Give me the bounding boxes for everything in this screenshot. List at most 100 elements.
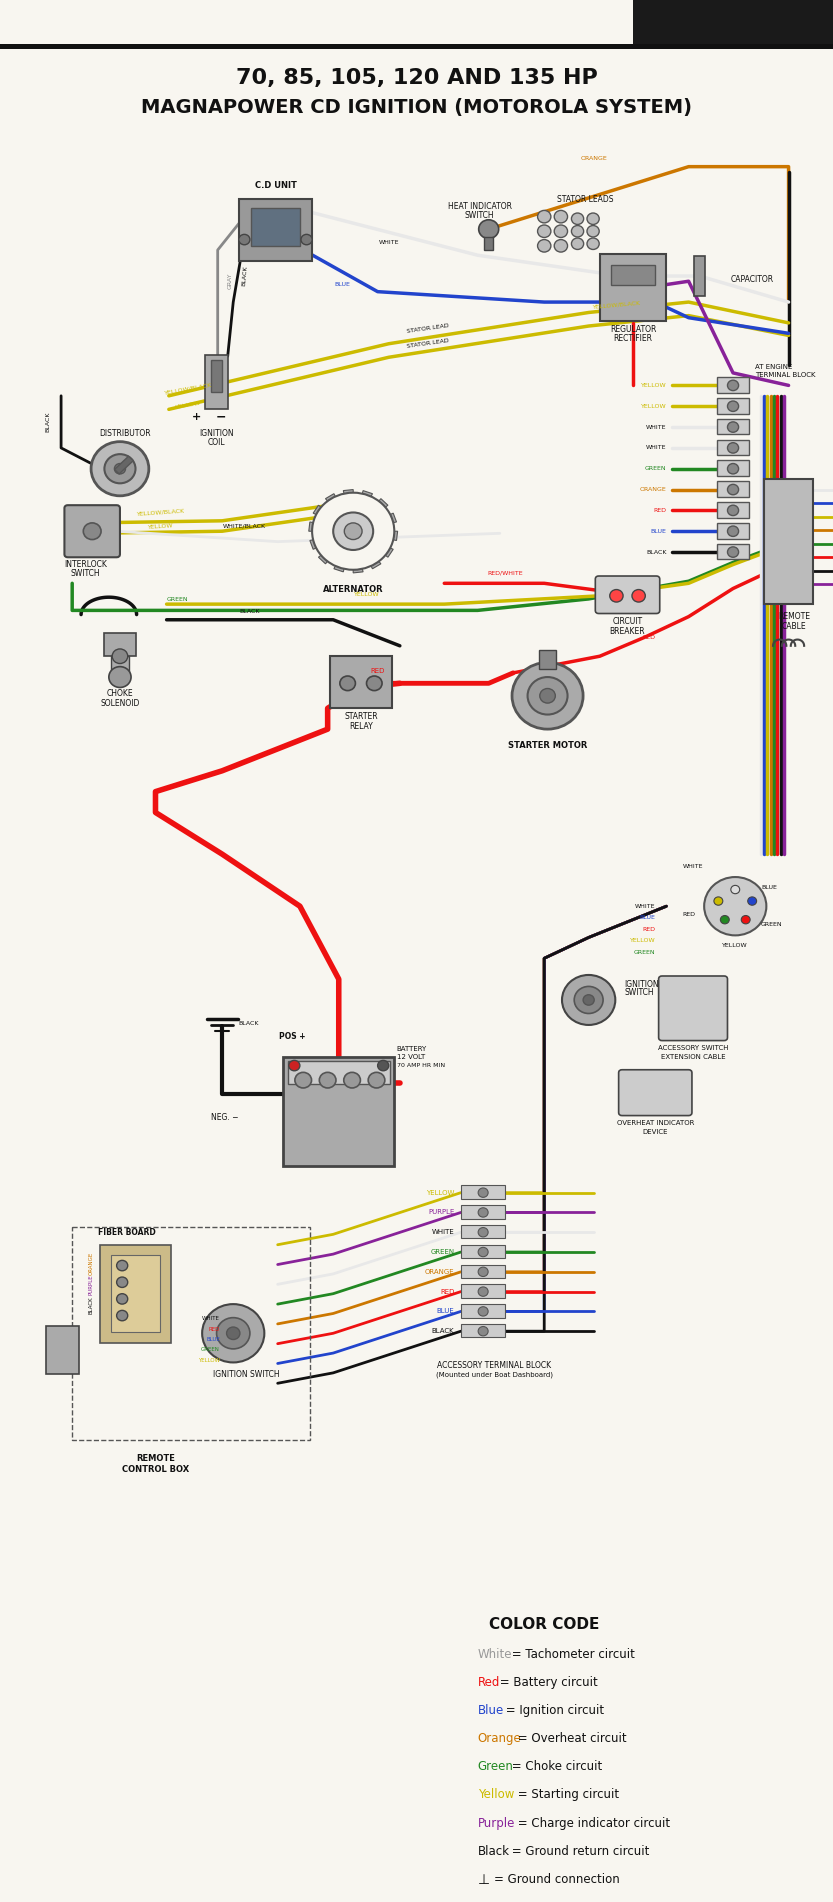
Text: 70 AMP HR MIN: 70 AMP HR MIN bbox=[397, 1063, 445, 1069]
Polygon shape bbox=[313, 506, 321, 515]
Text: IGNITION: IGNITION bbox=[624, 980, 659, 989]
Text: EXTENSION CABLE: EXTENSION CABLE bbox=[661, 1054, 726, 1059]
FancyBboxPatch shape bbox=[100, 1244, 171, 1343]
Bar bbox=[251, 209, 300, 245]
Text: STARTER MOTOR: STARTER MOTOR bbox=[508, 742, 587, 749]
Text: Green: Green bbox=[477, 1761, 513, 1773]
Text: GREEN: GREEN bbox=[201, 1347, 220, 1352]
Text: RED: RED bbox=[440, 1290, 454, 1295]
Text: = Tachometer circuit: = Tachometer circuit bbox=[508, 1647, 635, 1660]
Polygon shape bbox=[334, 567, 344, 573]
Text: RED: RED bbox=[642, 926, 656, 932]
Text: RED: RED bbox=[208, 1326, 220, 1331]
Text: WHITE: WHITE bbox=[378, 240, 399, 245]
Text: AT ENGINE: AT ENGINE bbox=[756, 363, 793, 369]
Text: YELLOW: YELLOW bbox=[354, 592, 379, 597]
Bar bbox=[717, 502, 749, 517]
Bar bbox=[717, 481, 749, 496]
Text: WHITE: WHITE bbox=[646, 424, 666, 430]
Text: = Ignition circuit: = Ignition circuit bbox=[502, 1704, 604, 1718]
Text: COLOR CODE: COLOR CODE bbox=[489, 1617, 600, 1632]
Text: BLUE: BLUE bbox=[651, 529, 666, 534]
Text: YELLOW: YELLOW bbox=[197, 1358, 220, 1364]
Bar bbox=[114, 456, 133, 474]
Circle shape bbox=[727, 548, 739, 557]
Circle shape bbox=[117, 1261, 127, 1271]
Circle shape bbox=[217, 1318, 250, 1349]
Bar bbox=[717, 398, 749, 413]
Circle shape bbox=[554, 211, 567, 223]
Text: ACCESSORY TERMINAL BLOCK: ACCESSORY TERMINAL BLOCK bbox=[437, 1362, 551, 1369]
Bar bbox=[611, 264, 656, 285]
Circle shape bbox=[83, 523, 101, 540]
Circle shape bbox=[478, 1227, 488, 1236]
FancyBboxPatch shape bbox=[46, 1326, 79, 1373]
Bar bbox=[211, 359, 222, 392]
Circle shape bbox=[537, 240, 551, 253]
Text: STATOR LEAD: STATOR LEAD bbox=[407, 339, 449, 350]
Circle shape bbox=[727, 401, 739, 411]
Bar bbox=[717, 544, 749, 559]
Bar bbox=[461, 1305, 506, 1318]
Text: WHITE: WHITE bbox=[635, 903, 656, 909]
Text: = Starting circuit: = Starting circuit bbox=[514, 1788, 620, 1801]
Text: WHITE: WHITE bbox=[431, 1229, 454, 1234]
Polygon shape bbox=[353, 569, 363, 573]
Circle shape bbox=[479, 221, 499, 238]
Circle shape bbox=[704, 877, 766, 936]
FancyBboxPatch shape bbox=[659, 976, 727, 1040]
Polygon shape bbox=[393, 531, 397, 540]
Text: Red: Red bbox=[477, 1676, 500, 1689]
Text: GREEN: GREEN bbox=[634, 949, 656, 955]
Bar bbox=[633, 0, 833, 44]
Text: RED: RED bbox=[642, 635, 656, 639]
Text: BATTERY: BATTERY bbox=[397, 1046, 426, 1052]
Circle shape bbox=[478, 1189, 488, 1198]
Polygon shape bbox=[343, 489, 353, 495]
Bar bbox=[717, 439, 749, 455]
Circle shape bbox=[239, 234, 250, 245]
Text: −: − bbox=[216, 411, 227, 422]
Circle shape bbox=[562, 976, 616, 1025]
Circle shape bbox=[112, 649, 127, 664]
Circle shape bbox=[727, 527, 739, 536]
Text: BLACK: BLACK bbox=[241, 266, 247, 287]
Text: RED: RED bbox=[371, 668, 385, 673]
Text: +: + bbox=[192, 411, 202, 422]
Text: YELLOW: YELLOW bbox=[722, 943, 748, 949]
Text: SWITCH: SWITCH bbox=[624, 989, 654, 997]
Text: HEAT INDICATOR: HEAT INDICATOR bbox=[448, 202, 511, 211]
Text: YELLOW/BLACK: YELLOW/BLACK bbox=[592, 301, 641, 310]
Text: WHITE: WHITE bbox=[646, 445, 666, 451]
Text: Orange: Orange bbox=[477, 1733, 521, 1746]
Circle shape bbox=[527, 677, 567, 715]
Circle shape bbox=[587, 238, 599, 249]
Circle shape bbox=[583, 995, 594, 1004]
Circle shape bbox=[632, 590, 646, 603]
Text: WHITE: WHITE bbox=[202, 1316, 220, 1322]
Text: Black: Black bbox=[477, 1845, 510, 1858]
Bar bbox=[104, 633, 136, 656]
Text: MAGNAPOWER CD IGNITION (MOTOROLA SYSTEM): MAGNAPOWER CD IGNITION (MOTOROLA SYSTEM) bbox=[141, 97, 692, 116]
Circle shape bbox=[289, 1061, 300, 1071]
FancyBboxPatch shape bbox=[596, 576, 660, 614]
Text: = Choke circuit: = Choke circuit bbox=[508, 1761, 602, 1773]
Text: TERMINAL BLOCK: TERMINAL BLOCK bbox=[756, 373, 816, 378]
Circle shape bbox=[478, 1208, 488, 1217]
Text: BLUE: BLUE bbox=[206, 1337, 220, 1343]
Text: INTERLOCK: INTERLOCK bbox=[64, 559, 107, 569]
Bar bbox=[717, 523, 749, 538]
Text: PURPLE: PURPLE bbox=[88, 1274, 93, 1295]
Text: ORANGE: ORANGE bbox=[640, 487, 666, 493]
Text: 12 VOLT: 12 VOLT bbox=[397, 1054, 425, 1059]
Text: YELLOW/BLACK: YELLOW/BLACK bbox=[165, 382, 213, 396]
Text: GREEN: GREEN bbox=[430, 1250, 454, 1255]
Circle shape bbox=[367, 675, 382, 690]
Bar bbox=[461, 1185, 506, 1198]
Circle shape bbox=[333, 512, 373, 550]
Bar bbox=[111, 656, 129, 677]
Circle shape bbox=[377, 1061, 389, 1071]
Circle shape bbox=[587, 226, 599, 238]
Polygon shape bbox=[362, 491, 372, 496]
Circle shape bbox=[478, 1267, 488, 1276]
